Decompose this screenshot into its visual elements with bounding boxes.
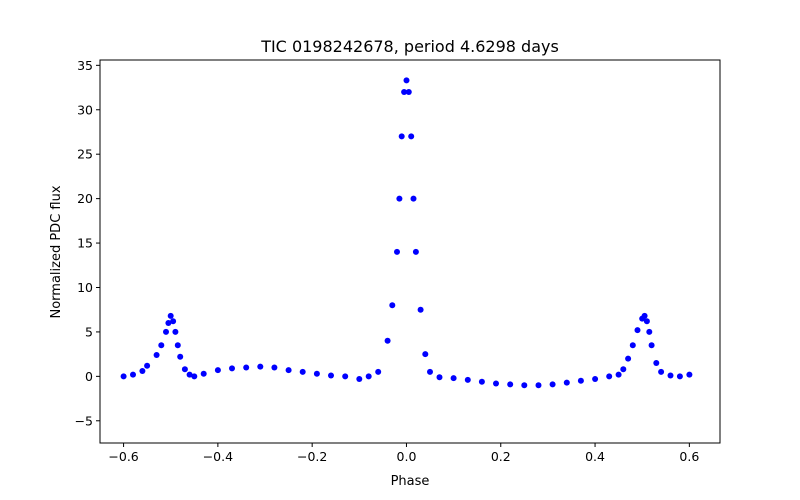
data-point [356, 376, 363, 382]
y-tick-label: 20 [77, 191, 93, 206]
data-point [229, 365, 235, 372]
plot-frame [99, 59, 721, 444]
y-tick-label: 25 [77, 147, 93, 162]
data-point [243, 364, 250, 371]
data-point [606, 373, 613, 380]
data-point [398, 133, 405, 140]
data-point [153, 352, 160, 358]
data-point [410, 195, 417, 202]
data-point [521, 382, 528, 389]
data-point [139, 368, 146, 374]
data-point [412, 248, 419, 255]
data-point [625, 355, 632, 362]
data-point [257, 363, 264, 370]
data-point [365, 373, 372, 380]
data-point [634, 327, 641, 334]
x-tick-label: 0.2 [491, 449, 511, 464]
data-point [342, 373, 349, 380]
data-point [408, 133, 415, 140]
x-tick-label: 0.0 [397, 449, 417, 464]
y-axis-label: Normalized PDC flux [49, 185, 64, 318]
data-point [676, 373, 683, 380]
data-point [144, 362, 151, 369]
data-point [181, 366, 188, 373]
data-point [620, 366, 627, 373]
axis-ticks: −0.6 −0.4 −0.2 0.0 0.2 0.4 0.6 −5 0 5 10 15 20 25 30 35 [75, 58, 700, 464]
x-tick-label: −0.2 [297, 449, 327, 464]
data-point [299, 368, 306, 375]
data-point [667, 372, 674, 379]
data-point [285, 367, 292, 374]
data-point [165, 320, 172, 326]
plot-area [120, 77, 693, 389]
data-point [375, 368, 382, 375]
data-point [405, 89, 412, 95]
data-point [384, 337, 391, 344]
data-point [200, 370, 207, 377]
data-point [592, 376, 599, 382]
data-point [417, 306, 424, 313]
data-point [577, 377, 584, 384]
data-point [394, 248, 400, 255]
data-point [478, 378, 485, 385]
x-axis-label: Phase [391, 474, 430, 489]
data-point [130, 371, 136, 378]
y-tick-label: 5 [85, 324, 93, 339]
x-tick-label: −0.4 [203, 449, 233, 464]
data-point [401, 89, 408, 95]
data-point [186, 371, 193, 378]
data-point [120, 373, 127, 380]
data-point [396, 195, 403, 202]
data-point [313, 370, 320, 377]
data-point [549, 381, 556, 388]
data-point [427, 368, 433, 375]
data-point [658, 368, 665, 375]
data-point [563, 379, 570, 386]
data-point [158, 342, 165, 349]
data-point [389, 302, 396, 309]
y-tick-label: −5 [75, 413, 93, 428]
data-point [163, 328, 169, 335]
x-tick-label: 0.6 [679, 449, 699, 464]
data-point [648, 342, 655, 349]
data-point [643, 318, 650, 325]
data-point [686, 371, 693, 378]
x-tick-label: −0.6 [108, 449, 138, 464]
data-point [653, 360, 660, 366]
data-point [450, 375, 457, 382]
y-tick-label: 10 [77, 280, 93, 295]
y-tick-label: 15 [77, 236, 93, 251]
data-point [629, 342, 636, 349]
data-point [403, 77, 410, 84]
data-point [507, 381, 514, 388]
data-point [464, 376, 471, 383]
data-point [615, 371, 622, 378]
data-point [214, 367, 221, 374]
data-point [167, 312, 174, 319]
y-tick-label: 0 [85, 369, 93, 384]
data-point [493, 380, 499, 387]
data-point [422, 351, 429, 358]
data-point [328, 372, 334, 379]
data-point [172, 328, 179, 335]
data-point [191, 373, 198, 380]
data-point [641, 312, 648, 319]
data-point [174, 342, 181, 349]
data-point [177, 353, 184, 360]
data-point [170, 318, 177, 325]
data-point [271, 364, 278, 371]
x-tick-label: 0.4 [585, 449, 605, 464]
y-tick-label: 30 [77, 102, 93, 117]
data-point [646, 328, 653, 335]
data-point [436, 374, 443, 381]
data-point [535, 382, 542, 389]
y-tick-label: 35 [77, 58, 93, 73]
chart-title: TIC 0198242678, period 4.6298 days [260, 37, 559, 56]
